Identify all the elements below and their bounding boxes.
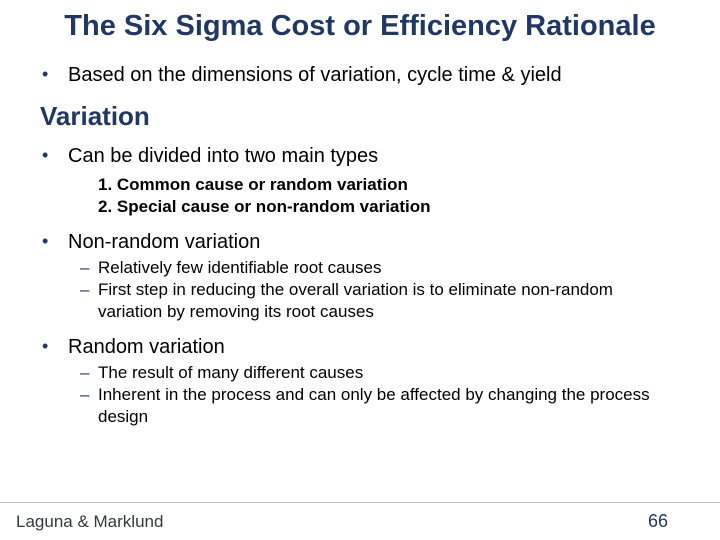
bullet-types: Can be divided into two main types 1. Co… xyxy=(64,144,680,218)
random-dashes: The result of many different causes Inhe… xyxy=(68,362,680,427)
footer-author: Laguna & Marklund xyxy=(16,512,163,532)
bullet-nonrandom-text: Non-random variation xyxy=(68,231,260,253)
subheading-variation: Variation xyxy=(0,101,720,132)
types-numbered-list: 1. Common cause or random variation 2. S… xyxy=(68,174,680,218)
top-bullets: Based on the dimensions of variation, cy… xyxy=(0,63,720,89)
bullet-random-text: Random variation xyxy=(68,336,225,358)
nonrandom-d2: First step in reducing the overall varia… xyxy=(98,279,680,323)
bullet-nonrandom: Non-random variation Relatively few iden… xyxy=(64,230,680,323)
nonrandom-dashes: Relatively few identifiable root causes … xyxy=(68,257,680,322)
footer: Laguna & Marklund 66 xyxy=(0,502,720,540)
random-d1: The result of many different causes xyxy=(98,362,680,384)
slide-title: The Six Sigma Cost or Efficiency Rationa… xyxy=(0,10,720,51)
nonrandom-d1: Relatively few identifiable root causes xyxy=(98,257,680,279)
bullet-random: Random variation The result of many diff… xyxy=(64,335,680,428)
variation-bullets: Can be divided into two main types 1. Co… xyxy=(0,144,720,427)
top-bullet-1: Based on the dimensions of variation, cy… xyxy=(64,63,680,89)
type-2: 2. Special cause or non-random variation xyxy=(98,196,680,218)
type-1: 1. Common cause or random variation xyxy=(98,174,680,196)
bullet-types-text: Can be divided into two main types xyxy=(68,145,378,167)
slide: The Six Sigma Cost or Efficiency Rationa… xyxy=(0,0,720,540)
footer-page-number: 66 xyxy=(648,511,668,532)
random-d2: Inherent in the process and can only be … xyxy=(98,384,680,428)
